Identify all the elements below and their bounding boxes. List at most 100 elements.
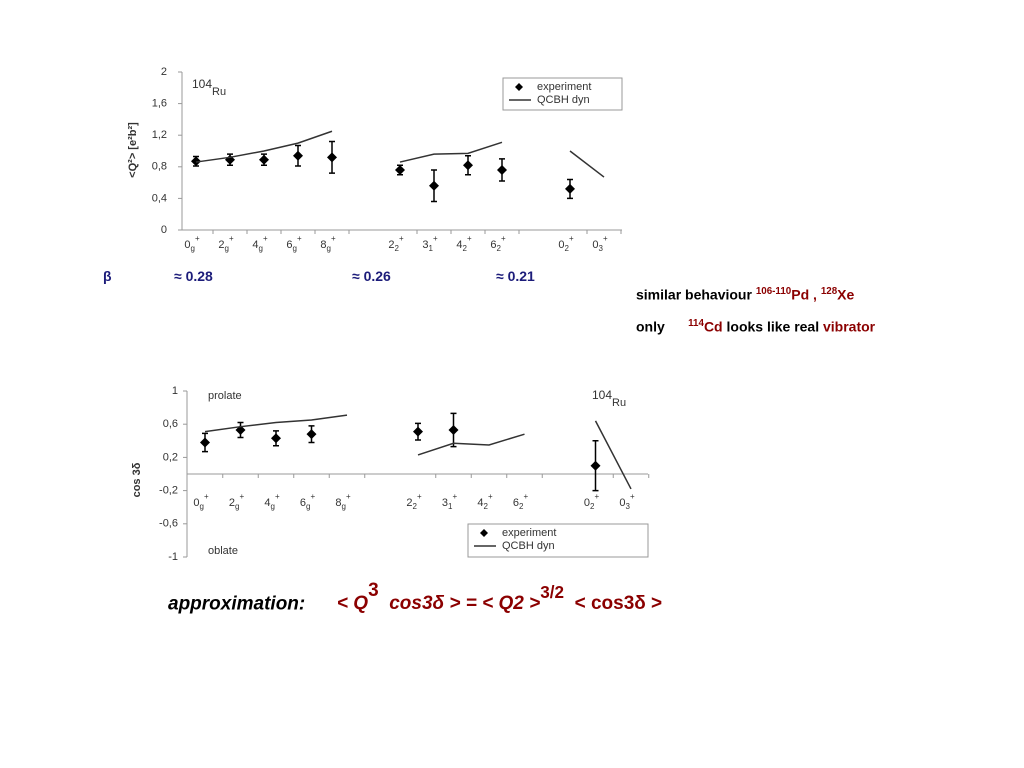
category-superscript: + [346,492,351,501]
title-superscript: 104 [592,388,612,402]
category-subscript: 2 [413,502,418,511]
category: 6 [286,239,292,251]
category-subscript: 3 [599,244,604,253]
category: 6 [513,497,519,509]
category-superscript: + [523,492,528,501]
x-tick-label: 6g+ [300,492,316,511]
category-subscript: g [235,502,239,511]
category: 8 [320,239,326,251]
y-tick-label: 0,4 [152,192,167,204]
x-tick-label: 31+ [422,234,438,253]
annotation: prolate [208,390,242,402]
x-tick-label: 6g+ [286,234,302,253]
text: Pd [791,286,810,303]
category-subscript: 2 [395,244,400,253]
beta-value: ≈ 0.21 [496,268,535,284]
annotation: oblate [208,545,238,557]
category: 2 [229,497,235,509]
category: 2 [388,239,394,251]
category: 4 [477,497,483,509]
category: 2 [218,239,224,251]
legend-marker [480,529,488,537]
y-tick-label: -1 [168,551,178,563]
text: 3/2 [540,583,565,602]
category: 4 [252,239,258,251]
marker [306,429,317,440]
category-superscript: + [452,492,457,501]
x-tick-label: 0g+ [193,492,209,511]
category-subscript: 2 [463,244,468,253]
category: 0 [619,497,625,509]
marker [565,183,575,194]
text: cos3δ > = < Q2 > [389,593,541,615]
category: 0 [184,239,190,251]
category: 4 [264,497,270,509]
category-superscript: + [603,234,608,243]
text: approximation: [168,593,306,615]
marker [293,150,303,161]
category: 0 [584,497,590,509]
category: 0 [592,239,598,251]
title: Ru [612,397,626,409]
category: 4 [456,239,462,251]
beta: β [103,268,112,284]
category-superscript: + [239,492,244,501]
category-subscript: 2 [497,244,502,253]
category-superscript: + [630,492,635,501]
category-subscript: g [271,502,275,511]
category-superscript: + [467,234,472,243]
category-superscript: + [569,234,574,243]
chart-title: 104Ru [192,77,226,98]
category-subscript: g [306,502,310,511]
category-superscript: + [263,234,268,243]
x-tick-label: 4g+ [264,492,280,511]
text: 106-110 [755,286,792,297]
title-superscript: 104 [192,77,212,91]
x-tick-label: 2g+ [229,492,245,511]
text: similar behaviour [636,286,752,303]
legend-box [502,77,623,111]
category-superscript: + [417,492,422,501]
marker [590,460,601,471]
category-subscript: g [225,244,229,253]
legend-label: QCBH dyn [502,540,555,552]
category-superscript: + [594,492,599,501]
category: 0 [558,239,564,251]
y-tick-label: 1,6 [152,98,167,110]
category-subscript: g [327,244,331,253]
x-tick-label: 02+ [584,492,600,511]
y-tick-label: 0,6 [163,418,178,430]
legend-marker [515,83,523,91]
category: 2 [406,497,412,509]
x-tick-label: 02+ [558,234,574,253]
chart-title: 104Ru [592,388,626,409]
category-superscript: + [399,234,404,243]
x-tick-label: 8g+ [335,492,351,511]
category-subscript: g [342,502,346,511]
category-subscript: g [191,244,195,253]
category-superscript: + [297,234,302,243]
formula: approximation: < Q3 cos3δ > = < Q2 >3/2 … [168,580,663,615]
category: 3 [442,497,448,509]
text: < cos3δ > [574,593,663,615]
x-tick-label: 22+ [406,492,422,511]
text: < Q3 cos3δ > = < Q2 >3/2 < cos3δ > [337,580,663,615]
x-tick-label: 22+ [388,234,404,253]
series-line [204,414,632,490]
y-tick-label: 0,2 [163,451,178,463]
text: 3 [368,580,379,601]
category-subscript: 1 [429,244,434,253]
x-tick-label: 03+ [619,492,635,511]
x-tick-label: 8g+ [320,234,336,253]
marker [259,154,269,165]
text: , [813,286,817,303]
marker [200,437,210,448]
x-tick-label: 2g+ [218,234,234,253]
category-superscript: + [488,492,493,501]
category-subscript: g [200,502,204,511]
marker [395,164,405,175]
beta-value: ≈ 0.26 [352,268,391,284]
marker [327,152,337,163]
category-subscript: 2 [590,502,595,511]
